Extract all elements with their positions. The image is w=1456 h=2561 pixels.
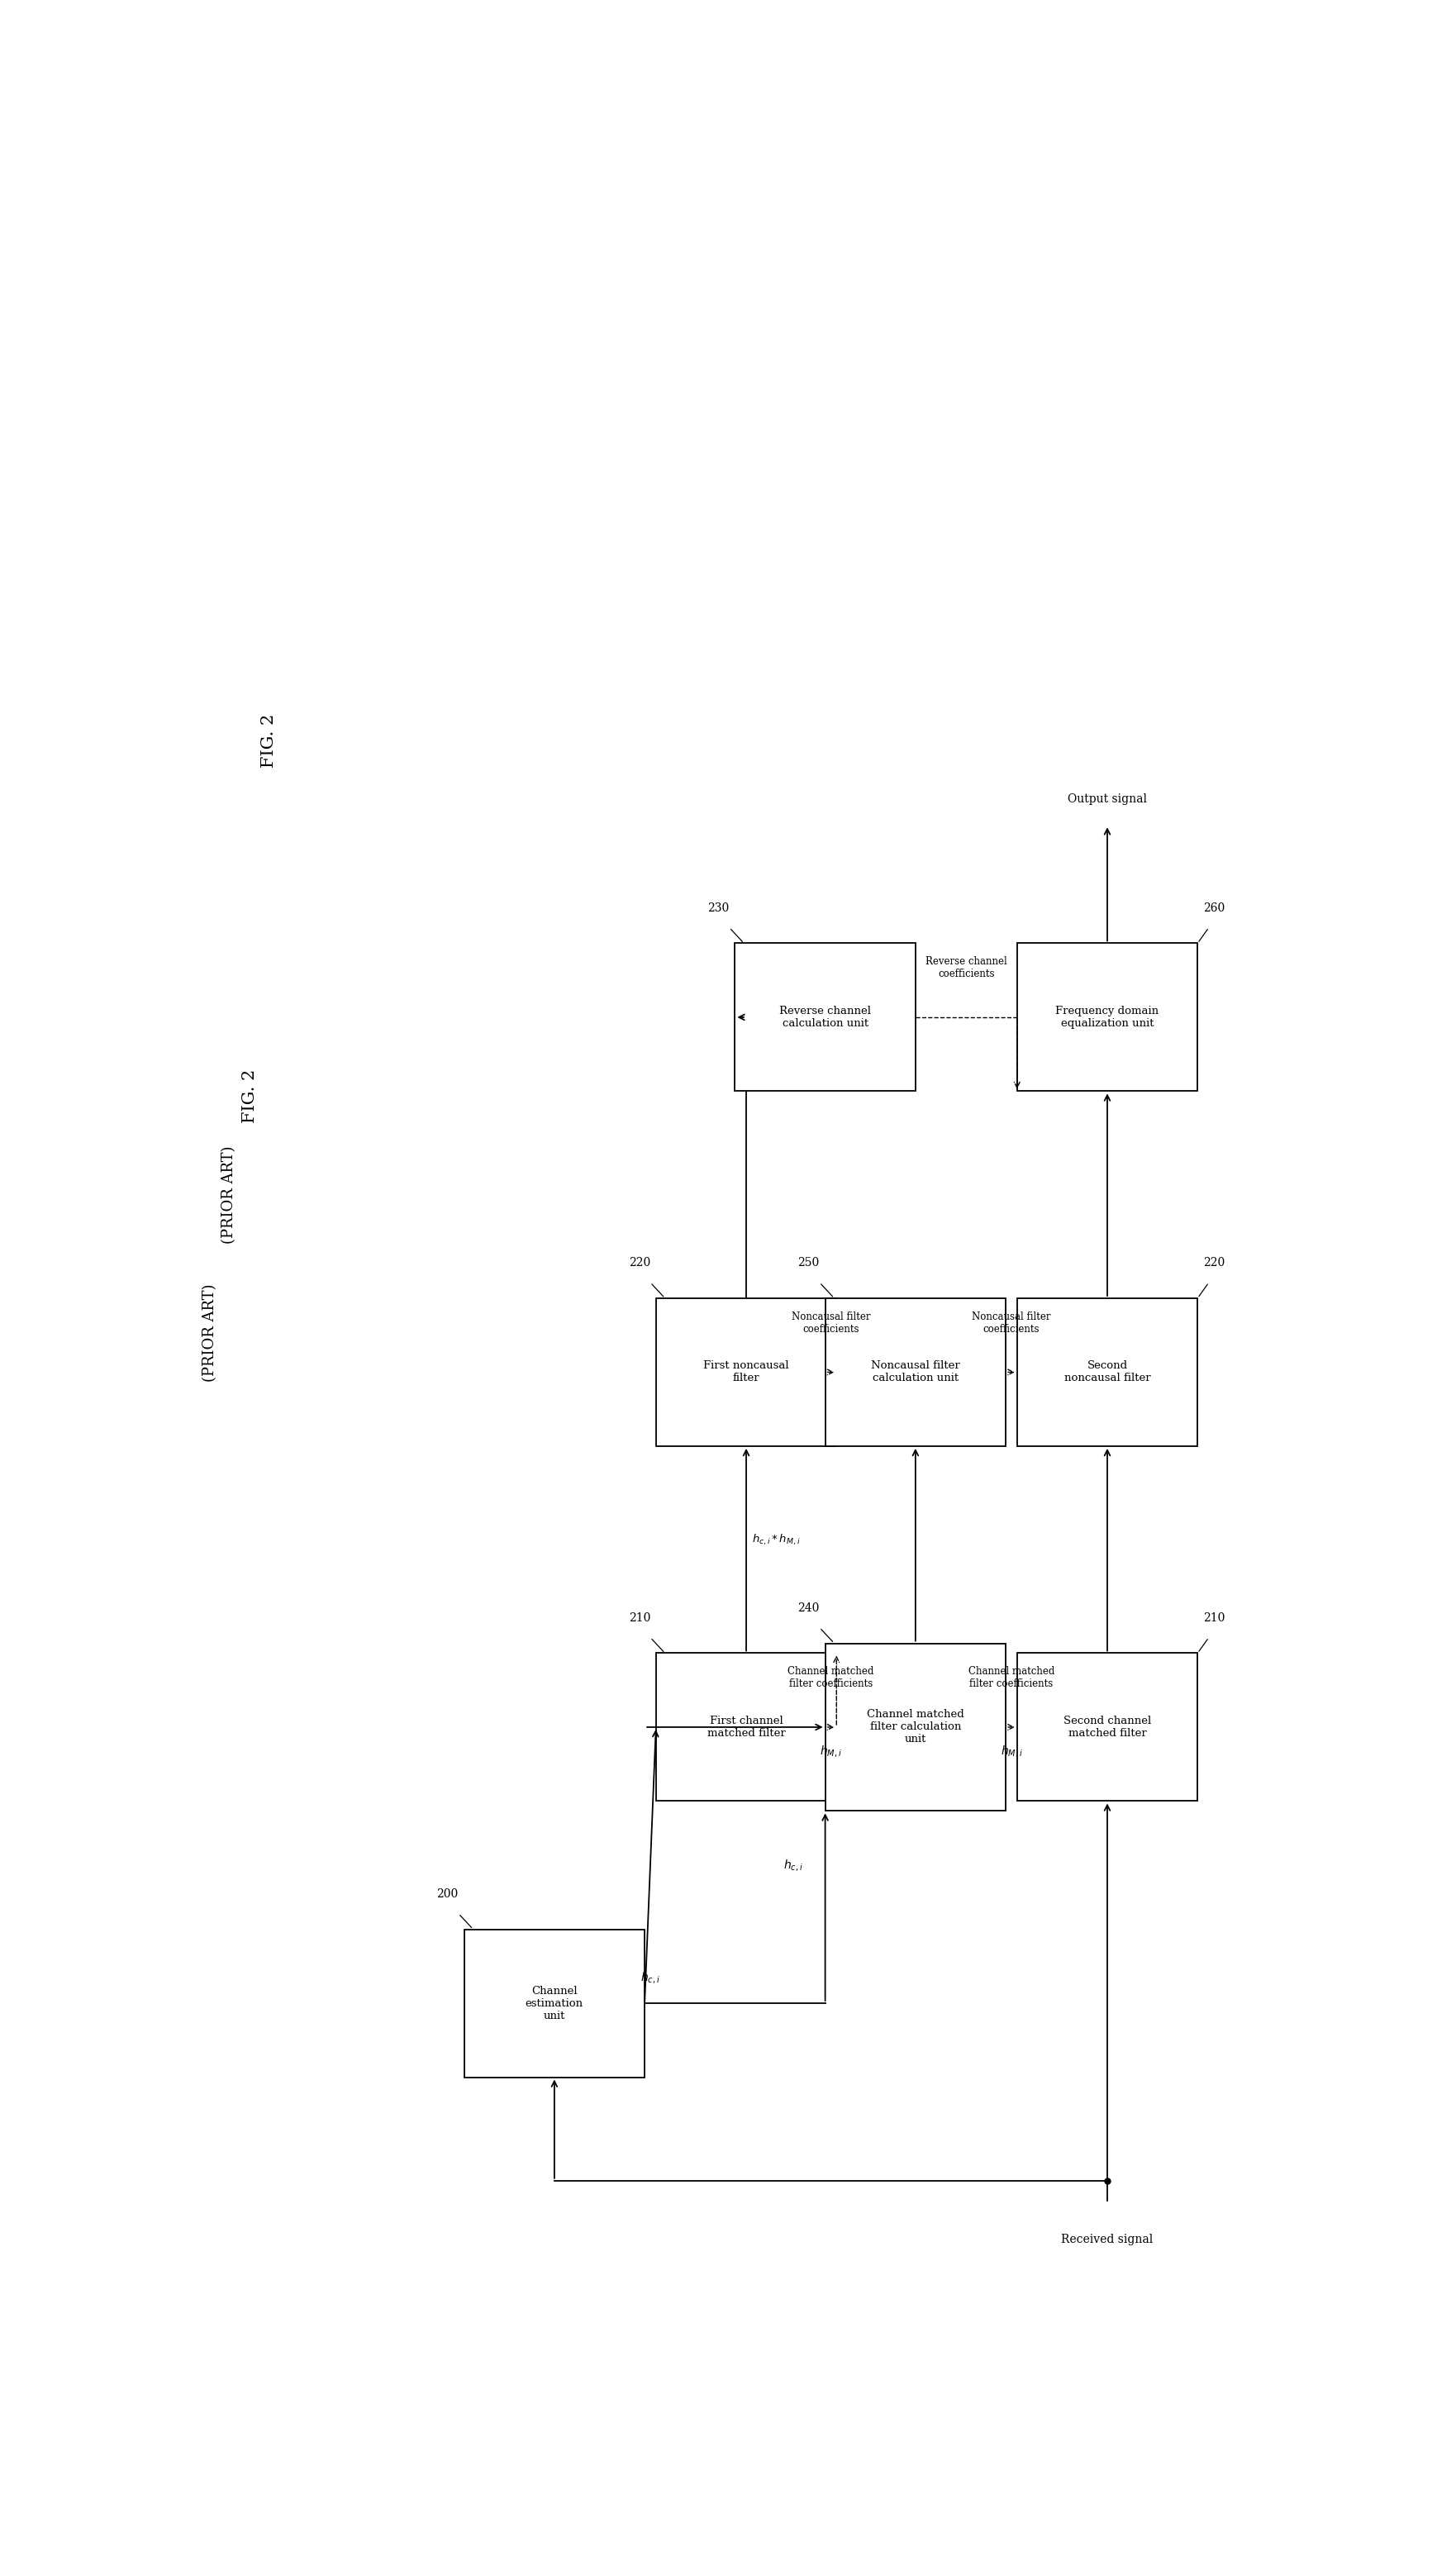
Text: Second
noncausal filter: Second noncausal filter: [1064, 1360, 1150, 1383]
Text: 230: 230: [708, 901, 729, 914]
Text: 210: 210: [629, 1611, 651, 1624]
Text: Noncausal filter
coefficients: Noncausal filter coefficients: [973, 1311, 1051, 1334]
Text: Frequency domain
equalization unit: Frequency domain equalization unit: [1056, 1006, 1159, 1030]
Text: 240: 240: [798, 1603, 820, 1613]
Text: (PRIOR ART): (PRIOR ART): [221, 1145, 236, 1245]
FancyBboxPatch shape: [826, 1644, 1006, 1811]
Text: Channel matched
filter calculation
unit: Channel matched filter calculation unit: [866, 1708, 964, 1744]
Text: Output signal: Output signal: [1067, 794, 1147, 804]
Text: $h_{M,i}$: $h_{M,i}$: [820, 1744, 842, 1759]
Text: $h_{c,i}*h_{M,i}$: $h_{c,i}*h_{M,i}$: [751, 1531, 801, 1547]
Text: (PRIOR ART): (PRIOR ART): [202, 1283, 217, 1383]
Text: Reverse channel
calculation unit: Reverse channel calculation unit: [779, 1006, 871, 1030]
Text: $h_{M,i}$: $h_{M,i}$: [1000, 1744, 1022, 1759]
Text: Received signal: Received signal: [1061, 2233, 1153, 2246]
Text: 210: 210: [1203, 1611, 1224, 1624]
FancyBboxPatch shape: [464, 1928, 645, 2077]
Text: Noncausal filter
coefficients: Noncausal filter coefficients: [792, 1311, 871, 1334]
Text: 220: 220: [1203, 1257, 1224, 1268]
Text: FIG. 2: FIG. 2: [242, 1068, 258, 1124]
Text: $h_{c,i}$: $h_{c,i}$: [641, 1969, 660, 1985]
Text: $h_{c,i}$: $h_{c,i}$: [783, 1857, 802, 1872]
FancyBboxPatch shape: [655, 1298, 836, 1447]
Text: Noncausal filter
calculation unit: Noncausal filter calculation unit: [871, 1360, 960, 1383]
Text: 220: 220: [629, 1257, 651, 1268]
Text: Channel
estimation
unit: Channel estimation unit: [526, 1985, 584, 2021]
Text: First noncausal
filter: First noncausal filter: [703, 1360, 789, 1383]
FancyBboxPatch shape: [655, 1654, 836, 1800]
Text: Second channel
matched filter: Second channel matched filter: [1063, 1716, 1152, 1739]
Text: Channel matched
filter coefficients: Channel matched filter coefficients: [968, 1667, 1054, 1690]
FancyBboxPatch shape: [826, 1298, 1006, 1447]
Text: Channel matched
filter coefficients: Channel matched filter coefficients: [788, 1667, 874, 1690]
Text: First channel
matched filter: First channel matched filter: [708, 1716, 785, 1739]
FancyBboxPatch shape: [1016, 942, 1197, 1091]
FancyBboxPatch shape: [1016, 1298, 1197, 1447]
Text: 200: 200: [437, 1887, 459, 1900]
FancyBboxPatch shape: [1016, 1654, 1197, 1800]
Text: 250: 250: [798, 1257, 820, 1268]
Text: FIG. 2: FIG. 2: [261, 715, 277, 768]
Text: 260: 260: [1203, 901, 1224, 914]
Text: Reverse channel
coefficients: Reverse channel coefficients: [926, 955, 1008, 978]
FancyBboxPatch shape: [735, 942, 916, 1091]
